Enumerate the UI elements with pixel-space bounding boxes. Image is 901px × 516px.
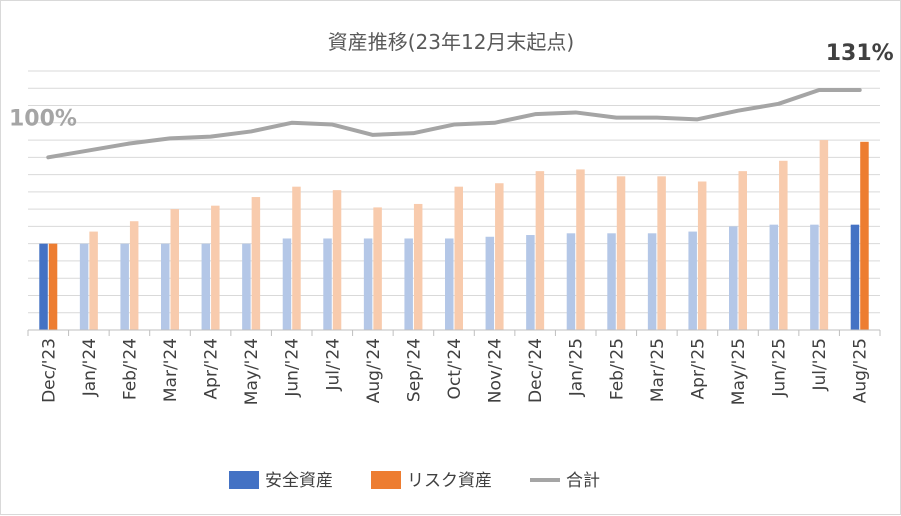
- x-tick-label: Aug/'24: [364, 338, 384, 403]
- safe-asset-bar: [161, 243, 170, 330]
- x-tick-label: Dec/'24: [526, 338, 546, 403]
- bars: [39, 140, 869, 330]
- annotations: 100% 131%: [9, 41, 894, 131]
- legend-label: 合計: [566, 471, 600, 491]
- x-tick-label: Feb/'24: [120, 338, 140, 400]
- risk-asset-bar: [292, 186, 301, 330]
- x-tick-label: Jul/'24: [323, 338, 343, 392]
- safe-asset-bar: [363, 238, 373, 330]
- x-tick-label: Apr/'25: [688, 338, 708, 399]
- x-tick-label: Mar/'25: [648, 338, 668, 402]
- safe-asset-bar: [201, 243, 211, 330]
- risk-asset-bar: [535, 171, 545, 330]
- x-tick-label: Jan/'24: [80, 338, 100, 397]
- risk-asset-bar: [373, 207, 382, 330]
- safe-asset-bar: [39, 243, 48, 330]
- x-tick-label: Dec/'23: [39, 338, 59, 403]
- legend-label: リスク資産: [407, 471, 492, 491]
- x-tick-label: Oct/'24: [445, 338, 465, 399]
- x-tick-label: Jan/'25: [567, 338, 587, 397]
- risk-asset-bar: [129, 221, 139, 330]
- safe-asset-bar: [810, 224, 819, 330]
- risk-asset-bar: [170, 209, 179, 330]
- risk-asset-bar: [779, 160, 788, 330]
- risk-asset-bar: [48, 243, 58, 330]
- safe-asset-bar: [850, 224, 860, 330]
- risk-asset-bar: [860, 141, 869, 330]
- risk-asset-bar: [738, 171, 747, 330]
- safe-asset-bar: [566, 233, 576, 330]
- safe-asset-bar: [242, 243, 251, 330]
- safe-asset-bar: [647, 233, 657, 330]
- x-tick-label: Nov/'24: [486, 338, 506, 403]
- risk-asset-bar: [657, 176, 666, 330]
- legend-swatch: [371, 471, 401, 489]
- risk-asset-bar: [454, 186, 463, 330]
- safe-asset-bar: [729, 226, 738, 330]
- legend-swatch: [229, 471, 259, 489]
- data-label: 131%: [826, 41, 894, 66]
- risk-asset-bar: [697, 181, 707, 330]
- x-tick-label: Sep/'24: [404, 338, 424, 402]
- safe-asset-bar: [79, 243, 89, 330]
- x-tick-label: Jun/'25: [770, 338, 790, 398]
- safe-asset-bar: [445, 238, 454, 330]
- safe-asset-bar: [526, 235, 535, 330]
- safe-asset-bar: [404, 238, 413, 330]
- x-axis: Dec/'23 Jan/'24 Feb/'24 Mar/'24 Apr/'24 May/'…: [27, 329, 881, 405]
- risk-asset-bar: [413, 203, 423, 330]
- total-line: [46, 87, 862, 160]
- safe-asset-bar: [282, 238, 292, 330]
- risk-asset-bar: [576, 169, 585, 330]
- safe-asset-bar: [688, 231, 697, 330]
- x-tick-label: Aug/'25: [851, 338, 871, 403]
- x-tick-label: Feb/'25: [607, 338, 627, 400]
- x-tick-label: May/'24: [242, 338, 262, 405]
- risk-asset-bar: [819, 140, 829, 330]
- x-tick-label: Mar/'24: [161, 338, 181, 402]
- safe-asset-bar: [607, 233, 616, 330]
- risk-asset-bar: [251, 197, 261, 330]
- risk-asset-bar: [495, 183, 504, 330]
- legend: 安全資産 リスク資産 合計: [229, 471, 600, 491]
- safe-asset-bar: [120, 243, 129, 330]
- risk-asset-bar: [332, 190, 342, 330]
- data-label: 100%: [9, 106, 77, 131]
- risk-asset-bar: [616, 176, 626, 330]
- risk-asset-bar: [89, 231, 98, 330]
- legend-label: 安全資産: [265, 471, 333, 491]
- safe-asset-bar: [323, 238, 332, 330]
- safe-asset-bar: [769, 224, 779, 330]
- x-tick-label: Jun/'24: [283, 338, 303, 398]
- risk-asset-bar: [211, 205, 220, 330]
- chart-title: 資産推移(23年12月末起点): [328, 30, 575, 54]
- safe-asset-bar: [485, 236, 495, 330]
- total-line-layer: [46, 87, 862, 160]
- x-tick-label: Apr/'24: [202, 338, 222, 399]
- x-tick-label: May/'25: [729, 338, 749, 405]
- x-tick-label: Jul/'25: [810, 338, 830, 392]
